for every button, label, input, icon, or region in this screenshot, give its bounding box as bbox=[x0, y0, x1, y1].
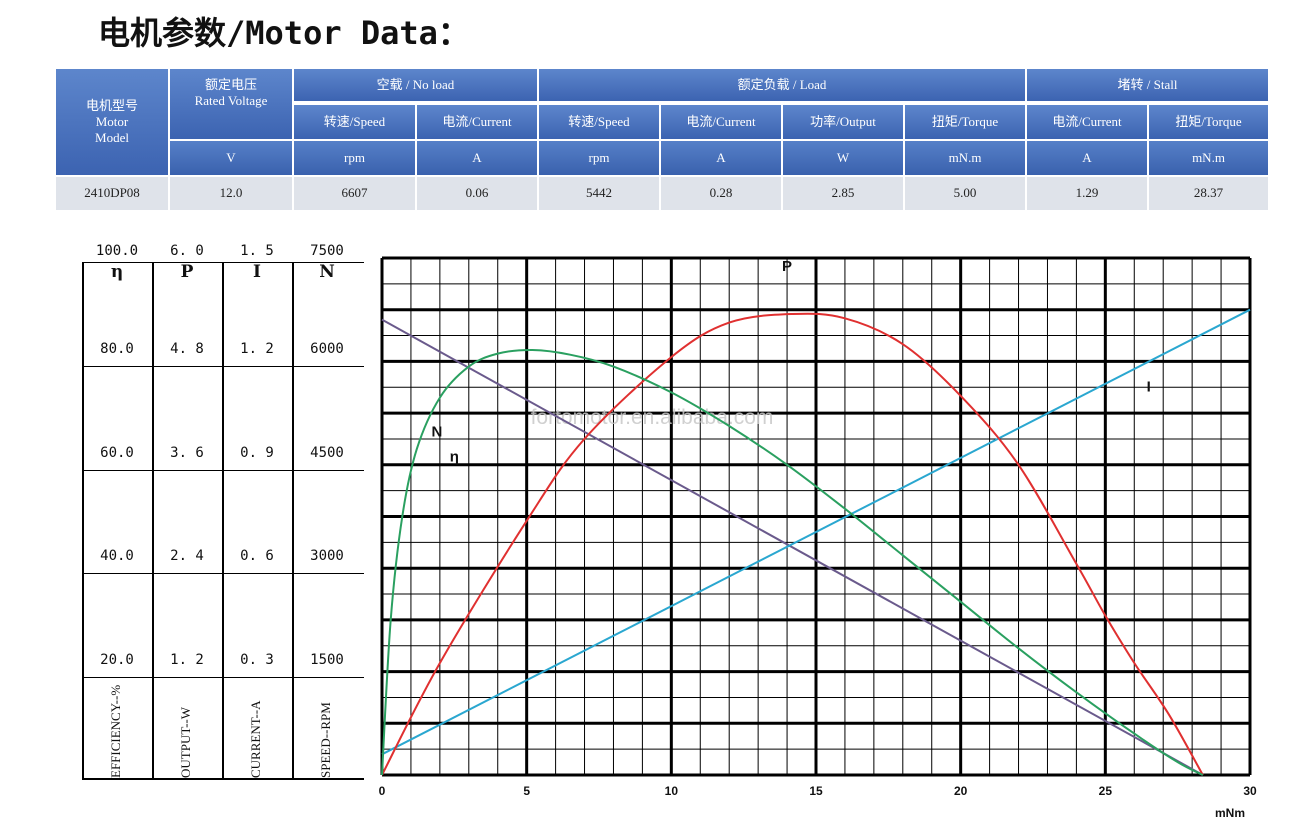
scale-tick-label: 80.0 bbox=[100, 341, 134, 357]
scale-tick-label: 2. 4 bbox=[170, 548, 204, 564]
curve-label: I bbox=[1147, 379, 1151, 396]
page-title: 电机参数/Motor Data： bbox=[98, 14, 470, 52]
chart-curves bbox=[381, 308, 1251, 776]
x-tick-label: 30 bbox=[1243, 784, 1257, 798]
table-cell: 0.06 bbox=[417, 177, 537, 210]
voltage-unit: V bbox=[170, 141, 292, 175]
watermark: fortomotor.en.alibaba.com bbox=[531, 406, 774, 429]
scale-axis-label: CURRENT--A bbox=[248, 700, 263, 778]
scale-tick-label: 60.0 bbox=[100, 445, 134, 461]
scale-tick-label: 1. 2 bbox=[240, 341, 274, 357]
scale-symbol: η bbox=[110, 262, 124, 282]
chart-labels: P I Nη bbox=[432, 258, 1151, 465]
column-header: 扭矩/Torque bbox=[1149, 105, 1268, 139]
scale-tick-label: 0. 6 bbox=[240, 548, 274, 564]
column-unit: rpm bbox=[294, 141, 415, 175]
column-unit: A bbox=[1027, 141, 1147, 175]
scale-tick-label: 6000 bbox=[310, 341, 344, 357]
x-tick-label: 20 bbox=[954, 784, 968, 798]
series-line-n bbox=[381, 318, 1204, 776]
voltage-header: 额定电压 Rated Voltage bbox=[170, 69, 292, 139]
scale-tick-label: 7500 bbox=[310, 243, 344, 259]
scale-top-line bbox=[82, 262, 364, 263]
table-cell: 1.29 bbox=[1027, 177, 1147, 210]
scale-tick-label: 4500 bbox=[310, 445, 344, 461]
scale-column-divider bbox=[222, 262, 224, 780]
table-cell: 5.00 bbox=[905, 177, 1025, 210]
column-header: 电流/Current bbox=[1027, 105, 1147, 139]
curve-label: η bbox=[450, 448, 459, 465]
scale-symbol: P bbox=[180, 262, 194, 282]
series-line-eta bbox=[381, 348, 1204, 776]
column-unit: A bbox=[661, 141, 781, 175]
x-tick-label: 0 bbox=[379, 784, 386, 798]
column-unit: rpm bbox=[539, 141, 659, 175]
model-header: 电机型号 Motor Model bbox=[56, 69, 168, 175]
scale-axis-label: SPEED--RPM bbox=[318, 702, 333, 778]
column-header: 转速/Speed bbox=[539, 105, 659, 139]
series-line-p bbox=[381, 312, 1204, 776]
table-cell: 28.37 bbox=[1149, 177, 1268, 210]
scale-tick-label: 1. 2 bbox=[170, 652, 204, 668]
table-cell: 5442 bbox=[539, 177, 659, 210]
scale-tick-label: 0. 3 bbox=[240, 652, 274, 668]
group-stall: 堵转 / Stall bbox=[1027, 69, 1268, 101]
table-cell: 12.0 bbox=[170, 177, 292, 210]
group-no-load: 空载 / No load bbox=[294, 69, 537, 101]
scale-column-divider bbox=[292, 262, 294, 780]
scale-tick-label: 40.0 bbox=[100, 548, 134, 564]
x-axis-label: mNm bbox=[1215, 806, 1245, 820]
column-unit: mN.m bbox=[905, 141, 1025, 175]
x-tick-label: 5 bbox=[523, 784, 530, 798]
table-cell: 2410DP08 bbox=[56, 177, 168, 210]
scale-tick-label: 0. 9 bbox=[240, 445, 274, 461]
column-unit: W bbox=[783, 141, 903, 175]
scale-tick-label: 100.0 bbox=[95, 243, 139, 259]
column-header: 电流/Current bbox=[417, 105, 537, 139]
scale-axis-label: OUTPUT--W bbox=[178, 706, 193, 778]
chart-grid: 0 5 10 15 20 25 30 mNm fortomotor.en.alibaba.com bbox=[379, 256, 1257, 820]
scale-row-line bbox=[82, 677, 364, 678]
table-cell: 2.85 bbox=[783, 177, 903, 210]
table-cell: 6607 bbox=[294, 177, 415, 210]
column-unit: A bbox=[417, 141, 537, 175]
column-unit: mN.m bbox=[1149, 141, 1268, 175]
x-tick-label: 25 bbox=[1099, 784, 1113, 798]
scale-tick-label: 1500 bbox=[310, 652, 344, 668]
group-load: 额定负载 / Load bbox=[539, 69, 1025, 101]
scale-tick-label: 20.0 bbox=[100, 652, 134, 668]
column-header: 转速/Speed bbox=[294, 105, 415, 139]
scale-column-divider bbox=[152, 262, 154, 780]
scale-row-line bbox=[82, 366, 364, 367]
curve-label: N bbox=[432, 424, 443, 441]
column-header: 功率/Output bbox=[783, 105, 903, 139]
series-line-i bbox=[381, 308, 1251, 756]
scale-row-line bbox=[82, 573, 364, 574]
table-cell: 0.28 bbox=[661, 177, 781, 210]
curve-label: P bbox=[782, 258, 792, 275]
column-header: 电流/Current bbox=[661, 105, 781, 139]
column-header: 扭矩/Torque bbox=[905, 105, 1025, 139]
x-tick-label: 10 bbox=[665, 784, 679, 798]
scale-row-line bbox=[82, 470, 364, 471]
scale-tick-label: 3000 bbox=[310, 548, 344, 564]
scale-tick-label: 6. 0 bbox=[170, 243, 204, 259]
x-tick-label: 15 bbox=[809, 784, 823, 798]
scale-symbol: I bbox=[253, 262, 261, 282]
scale-tick-label: 4. 8 bbox=[170, 341, 204, 357]
scale-axis-label: EFFICIENCY--% bbox=[108, 684, 123, 778]
scale-symbol: N bbox=[319, 262, 335, 282]
scale-tick-label: 1. 5 bbox=[240, 243, 274, 259]
scale-tick-label: 3. 6 bbox=[170, 445, 204, 461]
